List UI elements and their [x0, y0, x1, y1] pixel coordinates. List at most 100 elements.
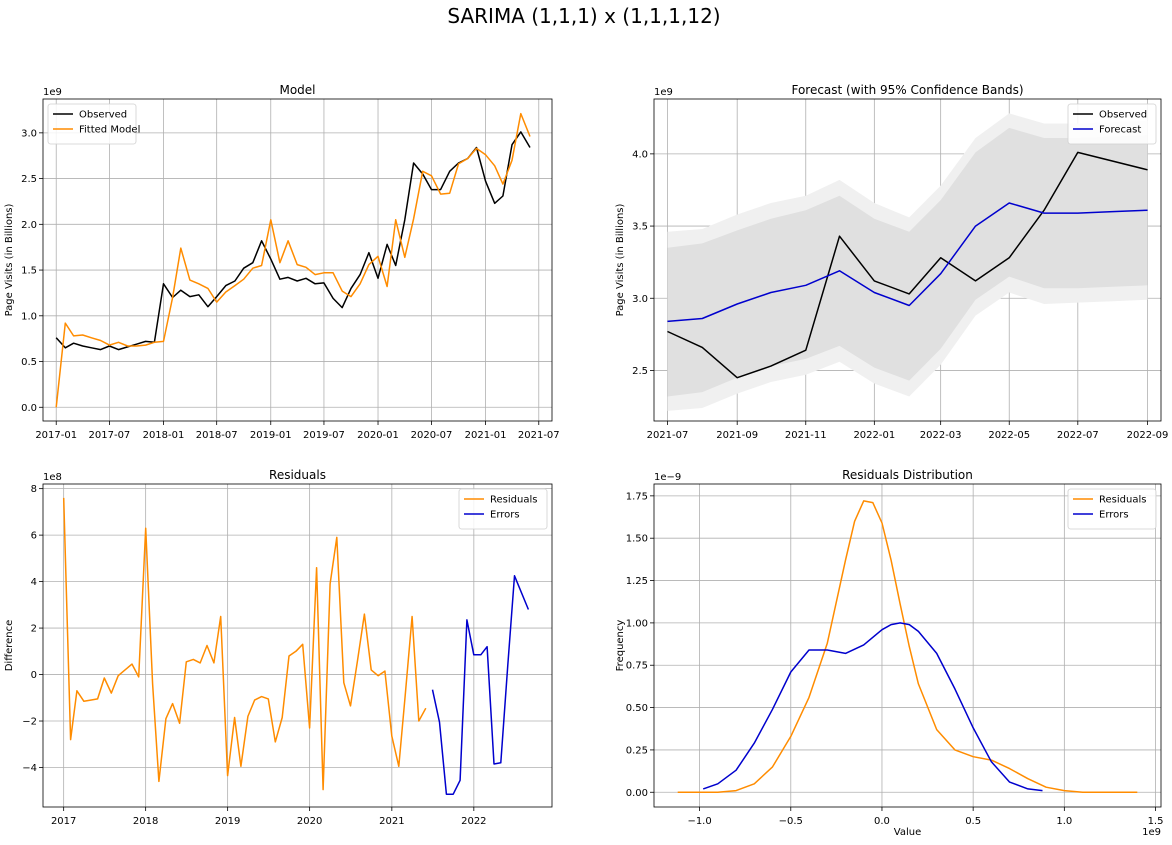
- axes-frame: [42, 98, 553, 422]
- x-tick-label: 1.0: [1056, 816, 1072, 827]
- legend: Residuals Errors: [1067, 488, 1157, 530]
- chart-title: Residuals: [269, 468, 326, 482]
- chart-distribution: −1.0 −0.5 0.0 0.5 1.0 1.5 0.00 0.25 0.50 0.75 1.00…: [615, 468, 1163, 838]
- series-line-residuals: [677, 500, 1138, 794]
- plot-area: [43, 99, 552, 421]
- y-tick-label: −4: [22, 763, 37, 774]
- x-tick-label: 2021: [379, 816, 404, 827]
- legend-label: Residuals: [490, 495, 537, 506]
- y-tick-label: −2: [22, 717, 37, 728]
- y-tick-label: 1.5: [21, 266, 37, 277]
- x-tick-label: −0.5: [779, 816, 803, 827]
- x-tick-label: 2018-01: [143, 430, 185, 441]
- x-axis-label: Value: [894, 827, 921, 838]
- y-tick-label: 0: [31, 670, 37, 681]
- x-offset-label: 1e9: [1142, 827, 1161, 838]
- legend: Observed Fitted Model: [47, 103, 140, 145]
- y-tick-label: 0.50: [626, 703, 648, 714]
- x-tick-label: 2018: [133, 816, 158, 827]
- x-tick-label: 2020-01: [357, 430, 399, 441]
- series-line-forecast: [667, 202, 1148, 323]
- y-offset-label: 1e−9: [654, 472, 681, 483]
- series-line-residuals: [62, 497, 427, 791]
- y-tick-label: 2.5: [21, 174, 37, 185]
- series-line-observed: [667, 151, 1148, 379]
- legend-label: Fitted Model: [79, 125, 140, 136]
- x-tick-label: 2019-07: [303, 430, 345, 441]
- x-tick-label: 2019-01: [250, 430, 292, 441]
- legend-label: Errors: [1099, 510, 1129, 521]
- figure-suptitle: SARIMA (1,1,1) x (1,1,1,12): [447, 4, 720, 28]
- y-axis-label: Page Visits (in Billions): [4, 203, 15, 316]
- y-tick-label: 0.00: [626, 788, 648, 799]
- legend-label: Errors: [490, 510, 520, 521]
- x-tick-label: 2017-07: [89, 430, 131, 441]
- y-tick-label: 2.5: [632, 366, 648, 377]
- legend-label: Observed: [79, 110, 127, 121]
- x-tick-label: 2021-07: [518, 430, 560, 441]
- x-tick-label: 2020: [297, 816, 322, 827]
- x-tick-label: 2017-01: [35, 430, 77, 441]
- y-axis-label: Frequency: [615, 620, 626, 672]
- y-tick-label: 1.00: [626, 618, 648, 629]
- y-tick-label: 0.5: [21, 357, 37, 368]
- y-tick-label: 1.0: [21, 311, 37, 322]
- y-axis-label: Page Visits (in Billions): [615, 203, 626, 316]
- legend: Residuals Errors: [458, 488, 548, 530]
- axes-frame: [653, 98, 1162, 422]
- x-tick-label: 2022-01: [853, 430, 895, 441]
- plot-area: [43, 484, 552, 807]
- x-tick-label: 2022-05: [988, 430, 1030, 441]
- y-tick-label: 1.25: [626, 576, 648, 587]
- series-line-errors: [702, 622, 1043, 792]
- y-offset-label: 1e9: [43, 87, 62, 98]
- x-tick-label: 2022-03: [920, 430, 962, 441]
- x-tick-label: 1.5: [1148, 816, 1164, 827]
- x-tick-label: 2019: [215, 816, 240, 827]
- y-tick-label: 1.75: [626, 491, 648, 502]
- y-tick-label: 2: [31, 624, 37, 635]
- x-tick-label: 2017: [51, 816, 76, 827]
- y-tick-label: 3.0: [21, 128, 37, 139]
- x-tick-label: −1.0: [687, 816, 711, 827]
- y-tick-label: 4: [31, 577, 37, 588]
- chart-title: Forecast (with 95% Confidence Bands): [791, 83, 1023, 97]
- x-tick-label: 2021-07: [647, 430, 689, 441]
- x-tick-label: 2022-07: [1057, 430, 1099, 441]
- axes-frame: [653, 483, 1162, 808]
- x-tick-label: 0.0: [874, 816, 890, 827]
- x-tick-label: 2022-09: [1127, 430, 1169, 441]
- series-line-fitted-model: [55, 112, 531, 408]
- confidence-band: [667, 127, 1148, 397]
- chart-model: 2017-01 2017-07 2018-01 2018-07 2019-01 2019-…: [4, 83, 560, 441]
- legend-label: Residuals: [1099, 495, 1146, 506]
- y-offset-label: 1e8: [43, 472, 62, 483]
- plot-area: [654, 484, 1161, 807]
- y-tick-label: 3.0: [632, 294, 648, 305]
- x-tick-label: 2020-07: [411, 430, 453, 441]
- y-tick-label: 6: [31, 531, 37, 542]
- x-tick-label: 2021-01: [465, 430, 507, 441]
- x-tick-label: 2021-11: [785, 430, 827, 441]
- y-tick-label: 4.0: [632, 149, 648, 160]
- x-tick-label: 2018-07: [196, 430, 238, 441]
- chart-title: Model: [279, 83, 315, 97]
- x-tick-label: 2022: [461, 816, 486, 827]
- chart-title: Residuals Distribution: [842, 468, 973, 482]
- legend-label: Forecast: [1099, 125, 1141, 136]
- series-line-observed: [55, 131, 531, 351]
- x-tick-label: 0.5: [965, 816, 981, 827]
- chart-residuals: 2017 2018 2019 2020 2021 2022 −4 −2 0 2 4 6 8 1e8 Resi…: [4, 468, 553, 827]
- y-axis-label: Difference: [4, 620, 15, 672]
- axes-frame: [42, 483, 553, 808]
- y-tick-label: 0.75: [626, 661, 648, 672]
- y-tick-label: 0.0: [21, 403, 37, 414]
- legend: Observed Forecast: [1067, 103, 1157, 145]
- y-tick-label: 8: [31, 484, 37, 495]
- x-tick-label: 2021-09: [716, 430, 758, 441]
- chart-forecast: 2021-07 2021-09 2021-11 2022-01 2022-03 2022-…: [615, 83, 1168, 441]
- y-tick-label: 3.5: [632, 222, 648, 233]
- y-offset-label: 1e9: [654, 87, 673, 98]
- legend-label: Observed: [1099, 110, 1147, 121]
